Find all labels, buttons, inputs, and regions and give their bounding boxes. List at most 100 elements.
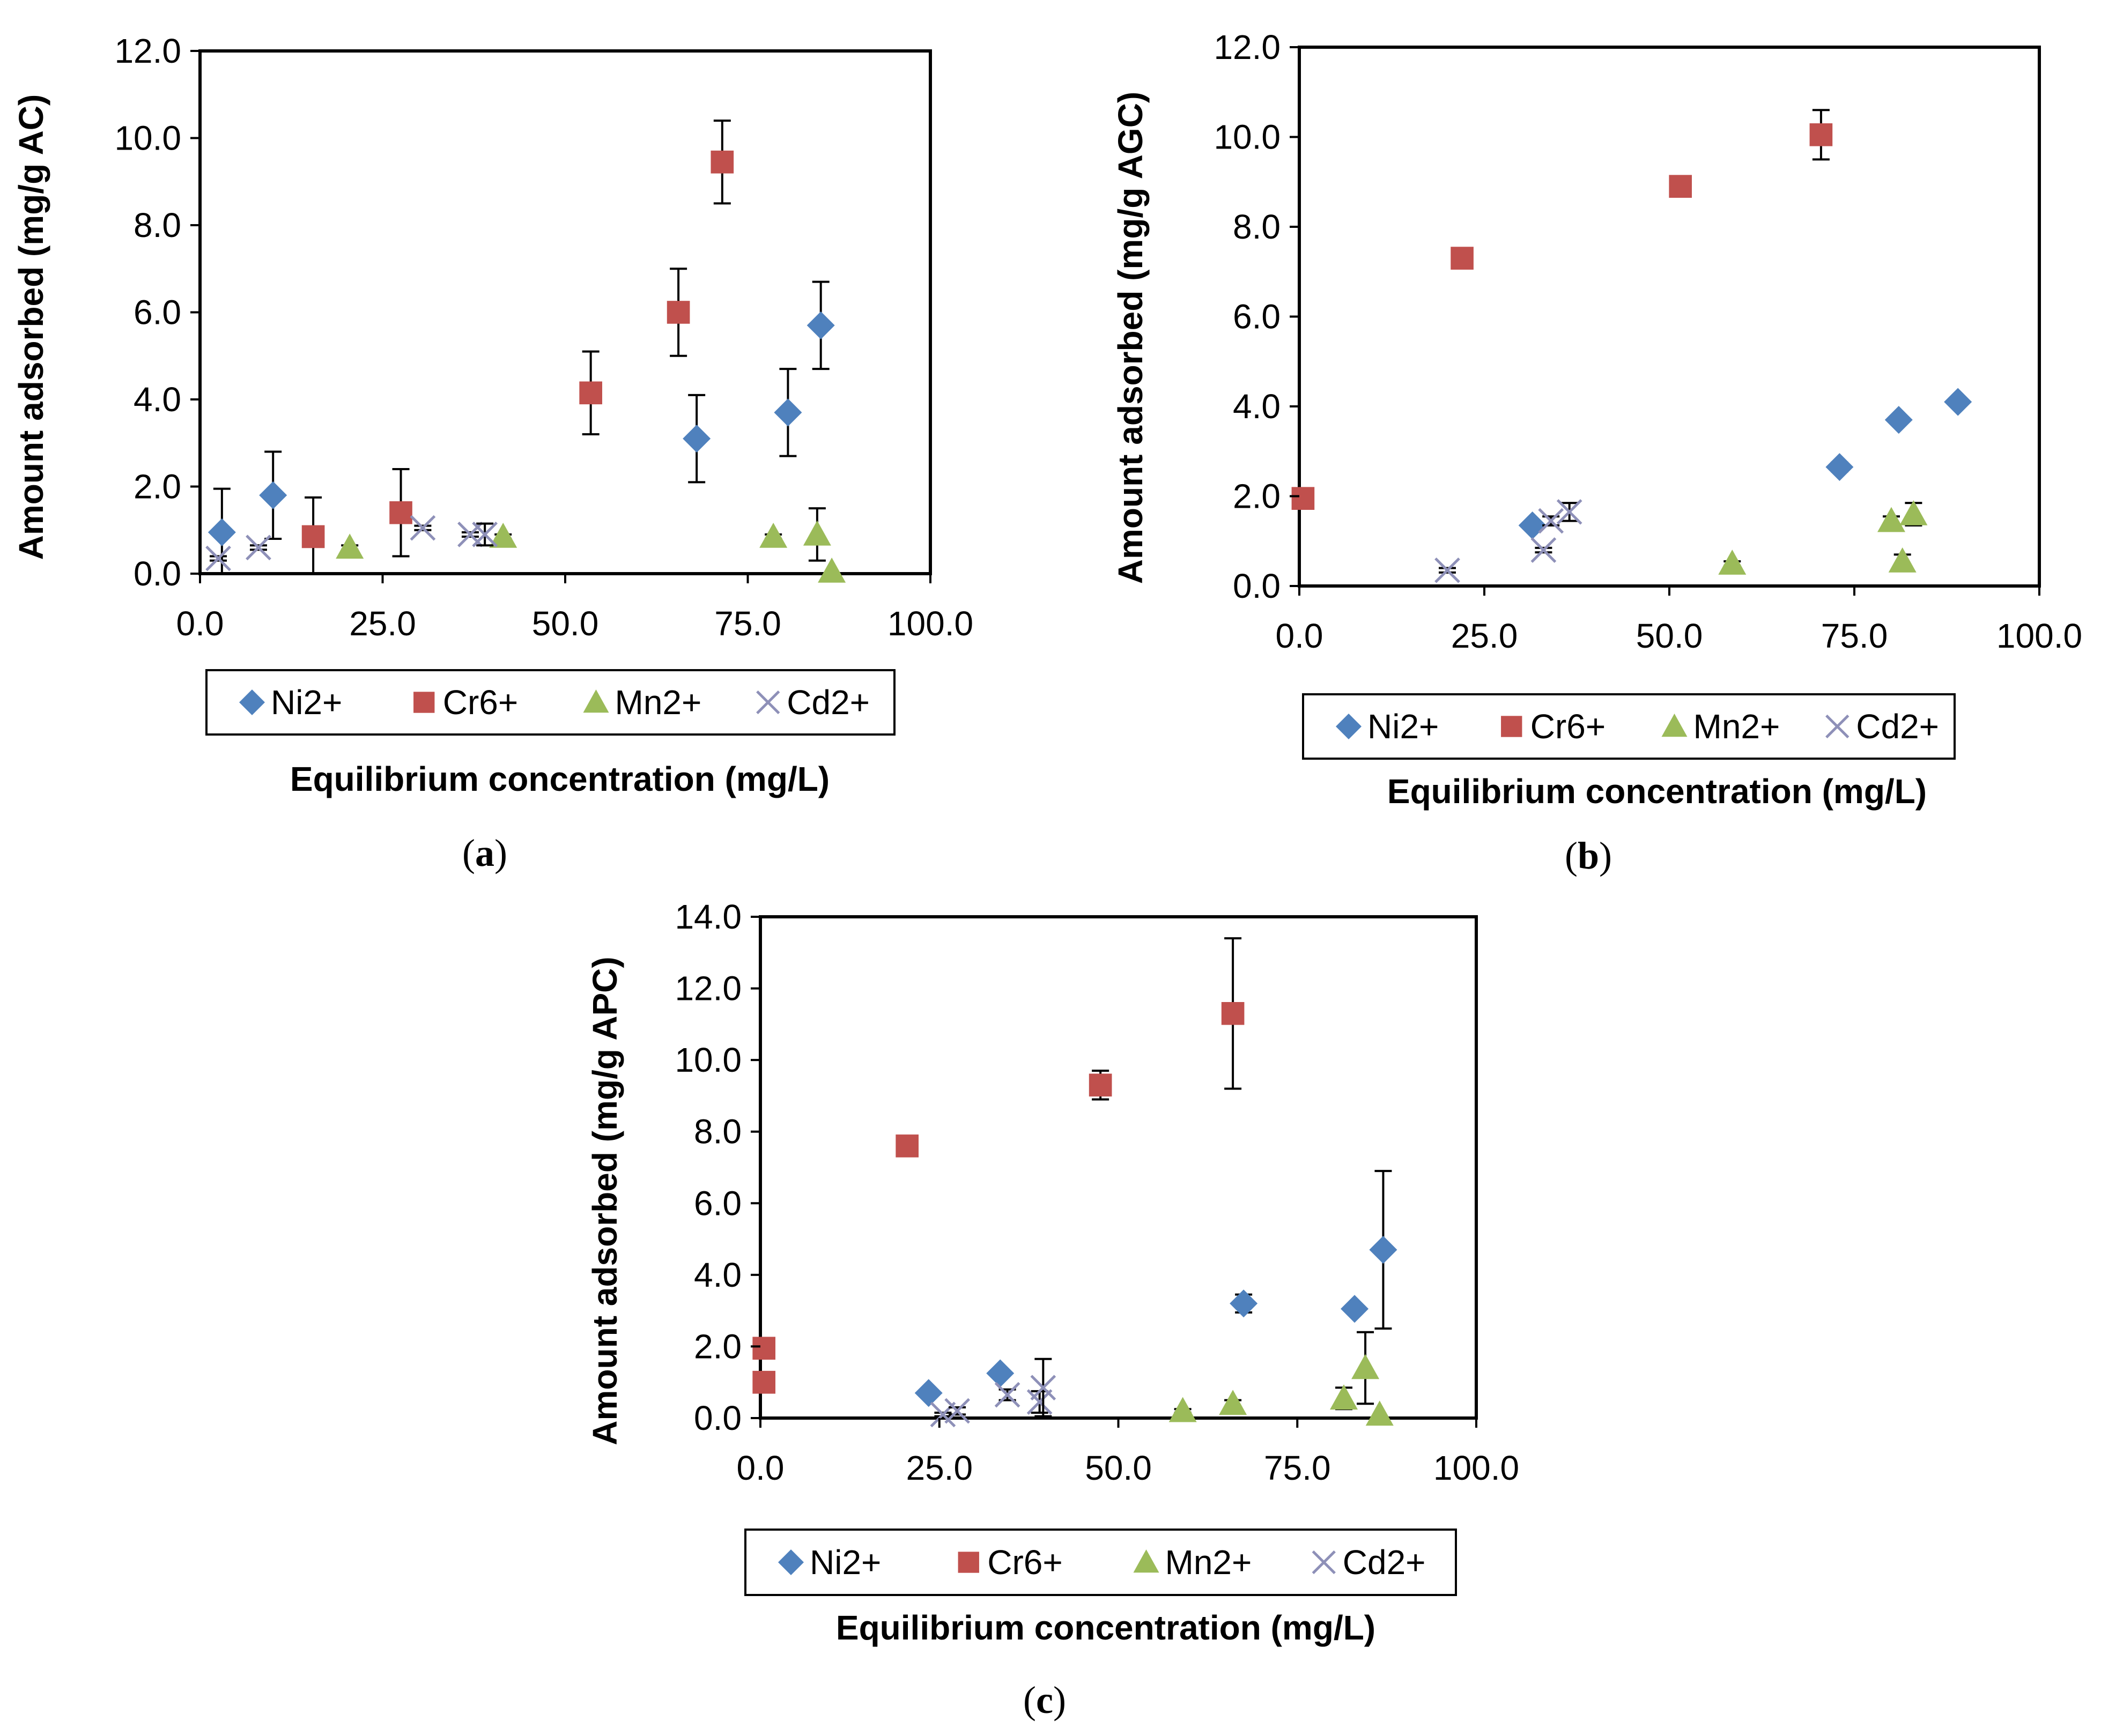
point-ni2-c-2 (1230, 1289, 1258, 1318)
y-tick-label-a-0: 0.0 (134, 554, 181, 593)
panel-label-a: (a) (462, 832, 507, 874)
tick-labels-c: 0.0 2.0 4.0 6.0 8.0 10.0 12.0 14.0 0.0 25.0 50.0 75… (675, 897, 1519, 1487)
y-tick-label-c-4: 8.0 (694, 1112, 742, 1151)
point-mn2-b-0 (1718, 550, 1747, 575)
point-cd2-a-0 (205, 545, 231, 572)
legend-marker-cr6-a (413, 692, 435, 713)
series-ni2-c (914, 1170, 1397, 1407)
point-cd2-c-2 (994, 1382, 1020, 1408)
point-cd2-a-1 (246, 535, 271, 561)
tick-labels-b: 0.0 2.0 4.0 6.0 8.0 10.0 12.0 0.0 25.0 50.0 75.0 10… (1214, 28, 2082, 655)
point-ni2-c-4 (1369, 1236, 1397, 1264)
point-cr6-c-3 (1089, 1073, 1112, 1097)
x-axis-title-c: Equilibrium concentration (mg/L) (836, 1608, 1375, 1647)
series-mn2-c (1168, 1331, 1394, 1426)
y-tick-label-c-1: 2.0 (694, 1327, 742, 1366)
legend-marker-ni2-b (1336, 714, 1362, 739)
point-ni2-c-0 (914, 1379, 943, 1407)
series-cr6-a (301, 120, 734, 575)
y-tick-label-c-2: 4.0 (694, 1256, 742, 1294)
x-tick-label-a-3: 75.0 (714, 604, 781, 643)
point-cd2-a-3 (457, 522, 483, 547)
point-ni2-a-1 (259, 481, 287, 509)
legend-c: Ni2+ Cr6+ Mn2+ Cd2+ (778, 1543, 1426, 1582)
y-tick-label-b-3: 6.0 (1233, 298, 1281, 336)
x-tick-label-b-2: 50.0 (1636, 617, 1703, 655)
legend-a: Ni2+ Cr6+ Mn2+ Cd2+ (239, 683, 870, 722)
y-tick-label-b-1: 2.0 (1233, 477, 1281, 516)
legend-marker-ni2-a (239, 689, 265, 715)
y-tick-label-c-0: 0.0 (694, 1399, 742, 1437)
point-mn2-b-3 (1899, 500, 1928, 525)
data-marks-c (752, 937, 1397, 1428)
point-mn2-c-0 (1168, 1397, 1197, 1422)
series-cd2-c (930, 1357, 1056, 1428)
series-cd2-b (1434, 499, 1582, 583)
point-cr6-a-4 (711, 150, 734, 174)
y-tick-label-a-1: 2.0 (134, 468, 181, 506)
legend-marker-cd2-c (1312, 1550, 1336, 1575)
series-cr6-b (1291, 109, 1833, 510)
plot-frame-b (1298, 46, 2041, 588)
point-cd2-b-2 (1538, 508, 1564, 534)
y-tick-label-a-6: 12.0 (114, 32, 181, 70)
x-tick-label-a-2: 50.0 (532, 604, 599, 643)
point-ni2-b-1 (1825, 453, 1854, 481)
y-tick-label-b-5: 10.0 (1214, 118, 1281, 157)
point-cr6-c-4 (1221, 1002, 1245, 1025)
legend-marker-cd2-a (756, 690, 780, 715)
y-tick-label-b-4: 8.0 (1233, 207, 1281, 246)
y-tick-label-a-4: 8.0 (134, 206, 181, 244)
point-mn2-c-3 (1351, 1354, 1380, 1379)
legend-marker-cd2-b (1825, 714, 1850, 739)
y-tick-label-a-5: 10.0 (114, 119, 181, 158)
point-ni2-a-3 (774, 398, 802, 427)
y-tick-label-b-0: 0.0 (1233, 567, 1281, 605)
legend-label-cr6-b: Cr6+ (1530, 707, 1606, 746)
x-axis-title-a: Equilibrium concentration (mg/L) (290, 760, 830, 798)
plot-frame-c (759, 915, 1478, 1420)
panel-label-b: (b) (1565, 834, 1612, 877)
series-cr6-c (752, 937, 1245, 1394)
point-cr6-b-2 (1669, 175, 1692, 198)
y-tick-label-b-6: 12.0 (1214, 28, 1281, 66)
legend-label-mn2-c: Mn2+ (1165, 1543, 1252, 1582)
point-ni2-a-0 (208, 518, 236, 546)
legend-label-mn2-a: Mn2+ (615, 683, 702, 722)
point-ni2-b-2 (1884, 406, 1913, 434)
point-mn2-a-4 (818, 557, 846, 583)
point-mn2-b-2 (1888, 547, 1917, 573)
y-tick-label-c-7: 14.0 (675, 897, 742, 936)
point-cd2-b-1 (1530, 537, 1557, 563)
x-tick-label-a-1: 25.0 (349, 604, 416, 643)
x-tick-label-b-0: 0.0 (1276, 617, 1323, 655)
point-mn2-c-4 (1365, 1400, 1394, 1426)
point-ni2-b-0 (1518, 511, 1547, 539)
y-tick-label-b-2: 4.0 (1233, 387, 1281, 426)
x-tick-label-c-2: 50.0 (1085, 1449, 1152, 1487)
point-cd2-c-1 (944, 1398, 970, 1424)
point-cd2-a-2 (410, 515, 436, 541)
panel-letter-a: a (475, 832, 494, 874)
point-ni2-a-2 (683, 425, 711, 453)
point-mn2-b-1 (1877, 507, 1905, 532)
legend-label-cd2-c: Cd2+ (1343, 1543, 1426, 1582)
series-ni2-a (208, 280, 835, 575)
legend-box-c (744, 1529, 1457, 1596)
chart-panel-b: Amount adsorbed (mg/g AGC) 0.0 2.0 4.0 6.0 8… (1111, 28, 2082, 877)
legend-marker-mn2-c (1133, 1549, 1159, 1573)
x-axis-title-b: Equilibrium concentration (mg/L) (1387, 772, 1927, 811)
legend-marker-ni2-c (778, 1549, 804, 1575)
point-mn2-a-0 (336, 533, 364, 559)
point-cd2-b-3 (1556, 499, 1582, 525)
legend-label-ni2-a: Ni2+ (271, 683, 342, 722)
data-marks-a (205, 120, 846, 583)
x-tick-label-a-0: 0.0 (176, 604, 224, 643)
legend-box-a (205, 669, 896, 736)
x-tick-label-a-4: 100.0 (887, 604, 973, 643)
point-cr6-b-3 (1809, 123, 1833, 146)
point-cr6-b-1 (1451, 247, 1474, 270)
point-mn2-a-3 (803, 520, 831, 546)
point-cr6-a-2 (579, 381, 602, 405)
point-cr6-a-3 (667, 301, 690, 324)
